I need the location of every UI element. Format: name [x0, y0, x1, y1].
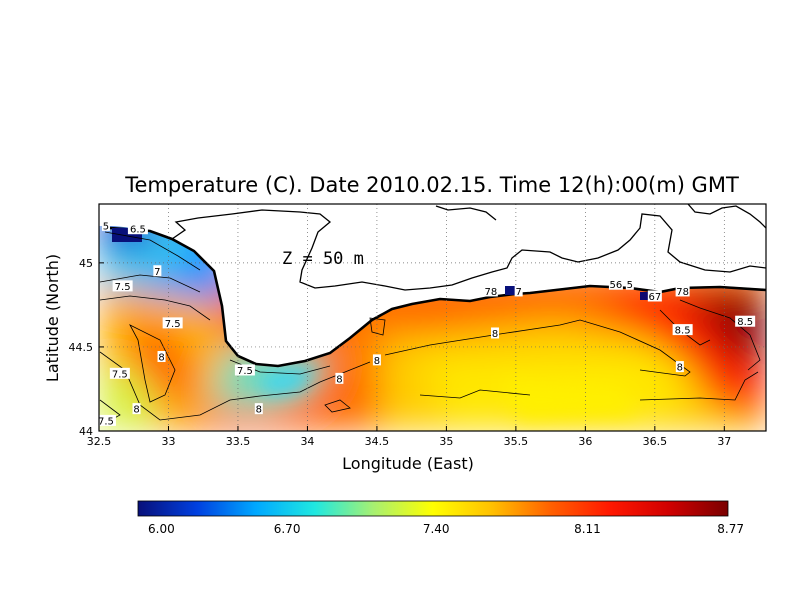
contour-label: 78	[484, 287, 497, 298]
contour-label-bg	[234, 364, 255, 376]
colorbar-tick-label: 6.70	[274, 522, 301, 536]
colorbar-tick-label: 8.77	[717, 522, 744, 536]
contour-label: 5	[627, 280, 633, 291]
depth-label: Z = 50 m	[282, 249, 364, 269]
colorbar-tick-label: 6.00	[148, 522, 175, 536]
x-tick-label: 32.5	[87, 435, 112, 448]
contour-label-bg	[254, 403, 263, 415]
land-boundary	[171, 209, 766, 291]
land-area	[99, 204, 766, 365]
contour-label-bg	[101, 219, 110, 231]
contour-label-bg	[514, 285, 523, 297]
x-axis-label: Longitude (East)	[342, 454, 474, 473]
x-tick-label: 34	[300, 435, 314, 448]
contour-label-bg	[491, 327, 500, 339]
contour-label: 67	[648, 292, 661, 303]
contour-label: 8	[256, 405, 262, 416]
contour-label-bg	[672, 324, 693, 336]
x-tick-label: 37	[717, 435, 731, 448]
contour-label: 56	[610, 280, 623, 291]
contour-label: 7	[154, 267, 160, 278]
x-axis-ticks: 32.5 33 33.5 34 34.5 35 35.5 36 36.5 37	[87, 426, 731, 448]
contour-label-bg	[109, 367, 130, 379]
contour-label: 7.5	[237, 366, 253, 377]
contour-label-bg	[675, 285, 690, 297]
y-tick-label: 45	[79, 257, 93, 270]
contour-label-bg	[608, 278, 623, 290]
contour-label: 8	[374, 356, 380, 367]
contour-label: 8	[158, 353, 164, 364]
contour-label: 8.5	[675, 326, 691, 337]
x-tick-label: 33.5	[226, 435, 251, 448]
x-tick-label: 34.5	[365, 435, 390, 448]
y-tick-label: 44	[79, 425, 93, 438]
contour-label-bg	[647, 290, 662, 302]
contour-label: 7.5	[98, 416, 114, 427]
shallow-patch	[505, 286, 515, 295]
contour-label: 7.5	[115, 282, 131, 293]
contour-label-bg	[112, 280, 133, 292]
y-axis-ticks: 44 44.5 45	[69, 257, 104, 438]
x-tick-label: 35	[439, 435, 453, 448]
contour-label: 78	[676, 287, 689, 298]
colorbar-tick-label: 8.11	[574, 522, 601, 536]
land-boundary	[687, 204, 766, 229]
contour-label: 8	[492, 329, 498, 340]
contour-label: 5	[103, 221, 109, 232]
x-tick-label: 36.5	[643, 435, 668, 448]
contour-label-bg	[99, 414, 116, 426]
contour-label-bg	[675, 361, 684, 373]
land-boundary	[435, 205, 497, 221]
x-tick-label: 36	[578, 435, 592, 448]
contour-label-bg	[625, 278, 634, 290]
contour-label-bg	[372, 354, 381, 366]
contour-label-bg	[157, 351, 166, 363]
contour-label: 7	[515, 287, 521, 298]
contour-label: 8	[336, 374, 342, 385]
x-tick-label: 33	[161, 435, 175, 448]
contour-label-bg	[735, 315, 756, 327]
contour-label: 8	[133, 405, 139, 416]
y-tick-label: 44.5	[69, 341, 94, 354]
contour-label-bg	[483, 285, 498, 297]
contour-label-bg	[335, 372, 344, 384]
contour-label: 7.5	[165, 319, 181, 330]
plot-frame	[98, 203, 767, 432]
map-title: Temperature (C). Date 2010.02.15. Time 1…	[124, 173, 739, 197]
contour-label: 6.5	[130, 225, 146, 236]
colorbar	[137, 500, 729, 517]
y-axis-label: Latitude (North)	[43, 254, 62, 382]
contour-label-bg	[132, 403, 141, 415]
contour-label: 7.5	[112, 369, 128, 380]
contour-label-bg	[153, 265, 162, 277]
contour-label-bg	[162, 317, 183, 329]
x-tick-label: 35.5	[504, 435, 529, 448]
colorbar-ticks: 6.00 6.70 7.40 8.11 8.77	[148, 522, 744, 536]
contour-label: 8	[677, 363, 683, 374]
colorbar-tick-label: 7.40	[423, 522, 450, 536]
contour-label: 8.5	[737, 317, 753, 328]
contour-label-bg	[127, 223, 148, 235]
